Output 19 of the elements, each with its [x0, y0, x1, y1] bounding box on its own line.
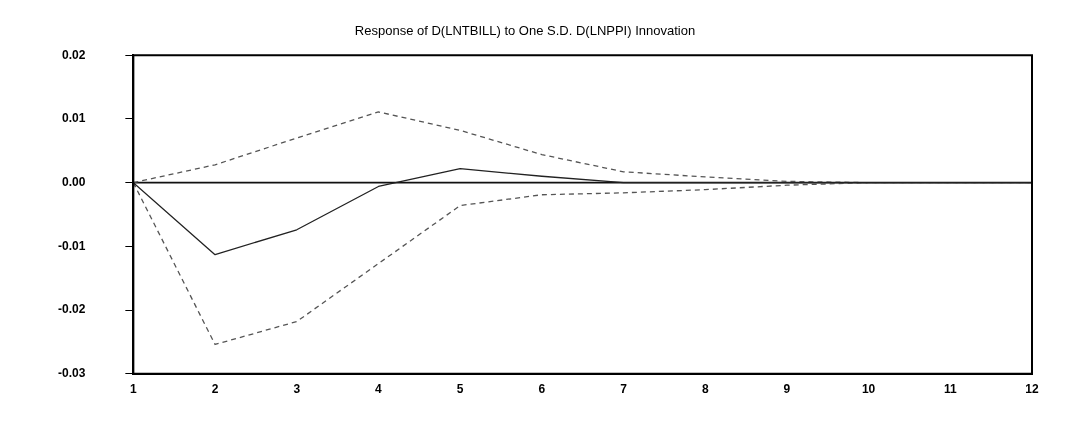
y-tick-label: 0.00	[61, 174, 86, 189]
y-tick-label: 0.02	[61, 47, 86, 62]
x-tick-label: 9	[783, 382, 791, 397]
y-tick-label: -0.01	[57, 238, 86, 253]
y-tick-label: 0.01	[61, 111, 86, 126]
x-tick-label: 3	[293, 382, 301, 397]
y-tick-label: -0.02	[57, 302, 86, 317]
x-tick-label: 8	[701, 382, 709, 397]
x-tick-label: 6	[538, 382, 546, 397]
x-tick-label: 12	[1025, 382, 1039, 397]
y-tick-label: -0.03	[57, 366, 86, 381]
x-tick-label: 2	[211, 382, 219, 397]
x-tick-label: 11	[943, 382, 957, 397]
x-tick-label: 5	[456, 382, 464, 397]
x-tick-label: 4	[375, 382, 383, 397]
x-tick-label: 7	[620, 382, 628, 397]
x-tick-label: 10	[861, 382, 876, 397]
x-tick-label: 1	[130, 382, 138, 397]
chart-title: Response of D(LNTBILL) to One S.D. D(LNPPI) Innovation	[354, 22, 696, 38]
